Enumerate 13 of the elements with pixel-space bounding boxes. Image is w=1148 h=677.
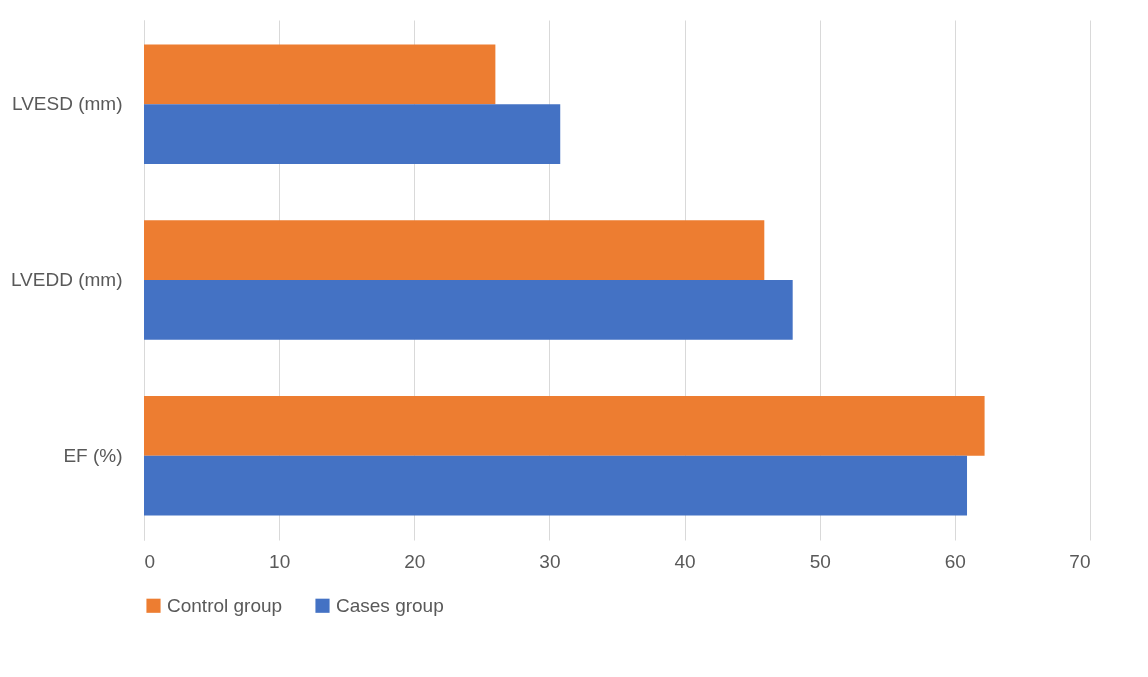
x-tick-label: 0 — [144, 550, 156, 572]
x-tick-label: 60 — [944, 550, 966, 572]
x-tick-label: 40 — [674, 550, 696, 572]
x-tick-label: 50 — [809, 550, 831, 572]
x-tick-label: 10 — [269, 550, 291, 572]
y-tick-label: LVEDD (mm) — [10, 269, 123, 290]
x-tick-label: 30 — [539, 550, 561, 572]
x-tick-label: 70 — [1069, 550, 1091, 572]
x-tick-label: 20 — [404, 550, 426, 572]
legend-label: Control group — [167, 594, 283, 616]
y-tick-label: EF (%) — [63, 444, 123, 466]
legend-label: Cases group — [336, 594, 444, 616]
y-tick-label: LVESD (mm) — [12, 93, 123, 115]
